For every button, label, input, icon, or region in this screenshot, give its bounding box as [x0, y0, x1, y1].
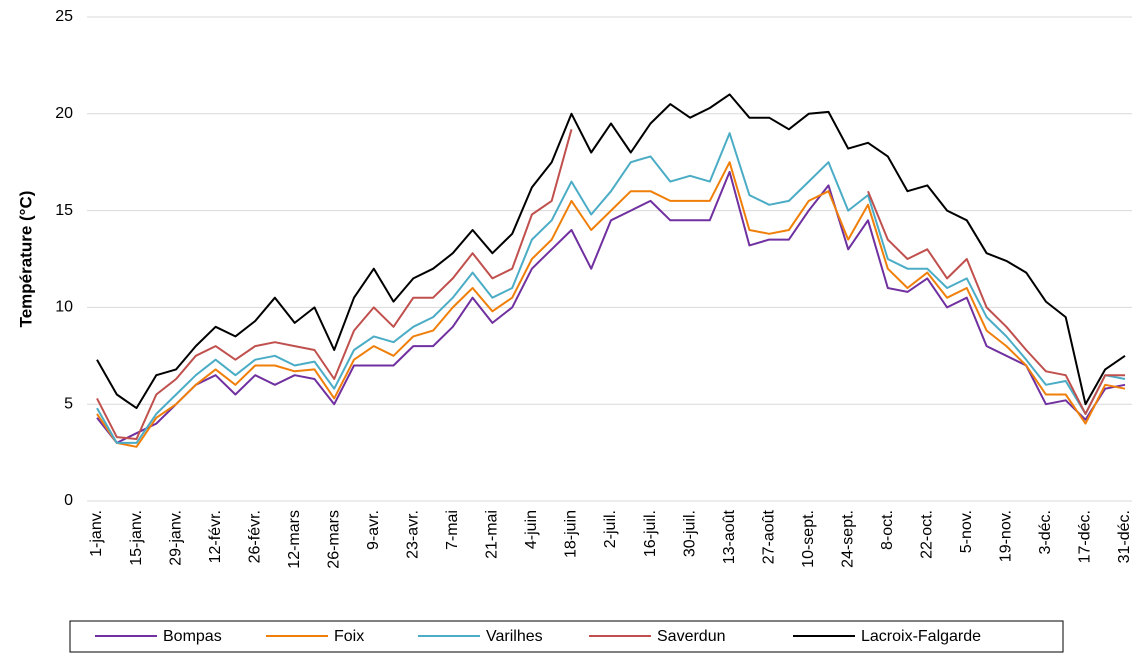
x-tick-label: 17-déc. [1077, 510, 1094, 563]
x-tick-label: 5-nov. [958, 510, 975, 553]
y-axis-label: Température (°C) [16, 191, 35, 328]
x-tick-label: 19-nov. [998, 510, 1015, 562]
y-tick-label: 0 [64, 492, 73, 509]
legend-label: Lacroix-Falgarde [861, 628, 981, 645]
x-tick-label: 31-déc. [1116, 510, 1133, 563]
x-tick-label: 16-juil. [642, 510, 659, 557]
x-tick-label: 30-juil. [681, 510, 698, 557]
y-tick-label: 10 [55, 299, 73, 316]
legend-label: Foix [334, 628, 364, 645]
x-tick-label: 2-juil. [602, 510, 619, 548]
legend-label: Bompas [163, 628, 222, 645]
x-tick-label: 29-janv. [167, 510, 184, 566]
x-tick-label: 23-avr. [405, 510, 422, 559]
series-line [96, 170, 1126, 444]
x-tick-label: 12-févr. [207, 510, 224, 563]
x-tick-label: 27-août [760, 509, 777, 564]
series-line [96, 161, 1126, 448]
y-tick-label: 5 [64, 395, 73, 412]
y-tick-label: 25 [55, 8, 73, 25]
series-line [96, 93, 1126, 410]
series-line [96, 132, 1126, 444]
x-tick-label: 12-mars [286, 510, 303, 569]
x-tick-label: 3-déc. [1037, 510, 1054, 554]
x-tick-label: 8-oct. [879, 510, 896, 550]
x-tick-label: 9-avr. [365, 510, 382, 550]
x-tick-label: 24-sept. [839, 510, 856, 568]
x-tick-label: 26-févr. [246, 510, 263, 563]
y-tick-label: 20 [55, 105, 73, 122]
x-tick-label: 22-oct. [919, 510, 936, 559]
x-tick-label: 13-août [721, 509, 738, 564]
x-tick-label: 4-juin [523, 510, 540, 549]
x-tick-label: 26-mars [325, 510, 342, 569]
x-tick-label: 15-janv. [128, 510, 145, 566]
x-tick-label: 18-juin [563, 510, 580, 558]
x-tick-label: 10-sept. [800, 510, 817, 568]
x-tick-label: 1-janv. [88, 510, 105, 557]
y-tick-label: 15 [55, 202, 73, 219]
legend-label: Varilhes [486, 628, 543, 645]
x-tick-label: 7-mai [444, 510, 461, 550]
x-tick-label: 21-mai [484, 510, 501, 559]
legend-box [69, 620, 1064, 653]
series-line [96, 129, 1125, 440]
legend-label: Saverdun [657, 628, 726, 645]
